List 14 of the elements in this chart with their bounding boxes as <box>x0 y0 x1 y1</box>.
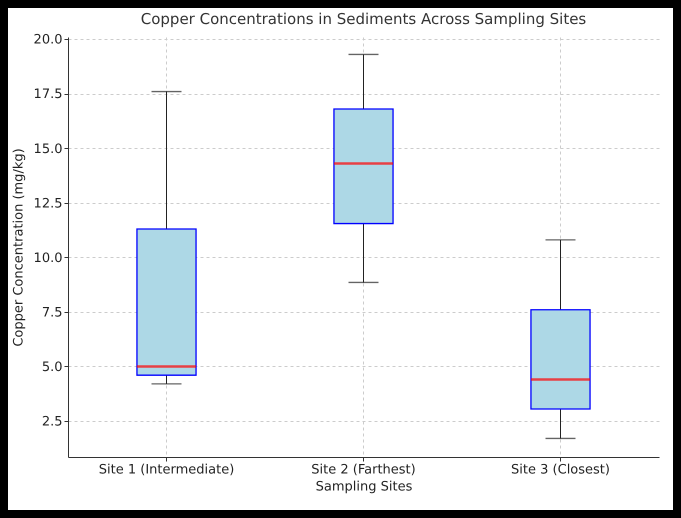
y-tick-label: 5.0 <box>42 360 62 375</box>
x-tick-label: Site 2 (Farthest) <box>311 462 416 478</box>
y-tick-label: 20.0 <box>34 32 62 48</box>
y-tick-label: 15.0 <box>34 142 62 157</box>
y-tick-label: 7.5 <box>42 305 62 320</box>
y-tick-label: 10.0 <box>34 250 62 266</box>
x-axis-title: Sampling Sites <box>316 480 413 494</box>
x-tick-label: Site 1 (Intermediate) <box>98 462 234 478</box>
y-axis-title: Copper Concentration (mg/kg) <box>12 148 27 347</box>
x-tick-label: Site 3 (Closest) <box>511 462 610 478</box>
y-tick-label: 2.5 <box>42 414 62 430</box>
chart-title: Copper Concentrations in Sediments Across Sampling Sites <box>140 10 586 28</box>
y-tick-label: 17.5 <box>34 87 62 102</box>
y-tick-label: 12.5 <box>34 196 62 212</box>
